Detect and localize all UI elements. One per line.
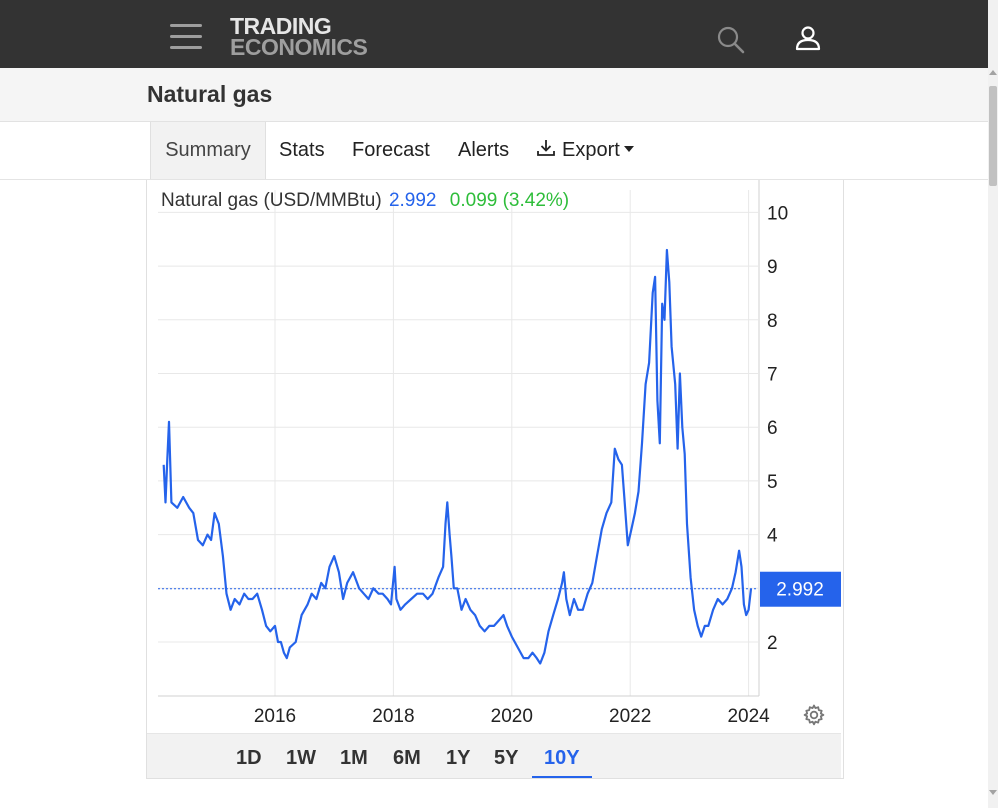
active-range-underline bbox=[532, 776, 592, 778]
search-icon[interactable] bbox=[716, 25, 746, 55]
page-title: Natural gas bbox=[147, 81, 273, 107]
download-icon bbox=[537, 139, 555, 156]
tab-export[interactable]: Export bbox=[536, 122, 634, 179]
legend-change: 0.099 (3.42%) bbox=[449, 190, 570, 211]
gear-icon[interactable] bbox=[802, 703, 826, 727]
user-icon[interactable] bbox=[794, 24, 824, 54]
legend-series-name: Natural gas (USD/MMBtu) bbox=[161, 190, 382, 211]
range-button-6m[interactable]: 6M bbox=[393, 747, 421, 769]
chevron-down-icon bbox=[623, 146, 634, 153]
logo[interactable]: TRADING ECONOMICS bbox=[230, 13, 368, 60]
tab-forecast[interactable]: Forecast bbox=[352, 122, 430, 179]
scroll-up-arrow-icon[interactable] bbox=[989, 70, 997, 75]
tab-export-label: Export bbox=[562, 139, 620, 161]
range-button-1w[interactable]: 1W bbox=[286, 747, 316, 769]
tab-stats[interactable]: Stats bbox=[279, 122, 325, 179]
range-button-1d[interactable]: 1D bbox=[236, 747, 262, 769]
page-scrollbar[interactable] bbox=[988, 0, 998, 808]
range-button-1y[interactable]: 1Y bbox=[446, 747, 471, 769]
logo-line2: ECONOMICS bbox=[230, 34, 368, 60]
scrollbar-thumb[interactable] bbox=[989, 86, 997, 186]
chart-panel bbox=[146, 180, 844, 779]
legend-price: 2.992 bbox=[388, 190, 437, 211]
scroll-down-arrow-icon[interactable] bbox=[989, 790, 997, 795]
tab-alerts-label: Alerts bbox=[458, 139, 510, 161]
tab-summary-label: Summary bbox=[165, 139, 251, 161]
tab-forecast-label: Forecast bbox=[352, 139, 430, 161]
tab-stats-label: Stats bbox=[279, 139, 325, 161]
tab-alerts[interactable]: Alerts bbox=[458, 122, 509, 179]
title-bar bbox=[0, 68, 988, 122]
tab-summary[interactable]: Summary bbox=[150, 122, 266, 179]
top-navigation-bar bbox=[0, 0, 988, 68]
range-selector-bar bbox=[147, 733, 841, 778]
chart-legend: Natural gas (USD/MMBtu) 2.992 0.099 (3.4… bbox=[161, 190, 569, 212]
range-button-10y[interactable]: 10Y bbox=[544, 747, 580, 769]
logo-line1: TRADING bbox=[230, 13, 332, 39]
hamburger-menu-icon[interactable] bbox=[170, 24, 202, 50]
range-button-1m[interactable]: 1M bbox=[340, 747, 368, 769]
range-button-5y[interactable]: 5Y bbox=[494, 747, 519, 769]
